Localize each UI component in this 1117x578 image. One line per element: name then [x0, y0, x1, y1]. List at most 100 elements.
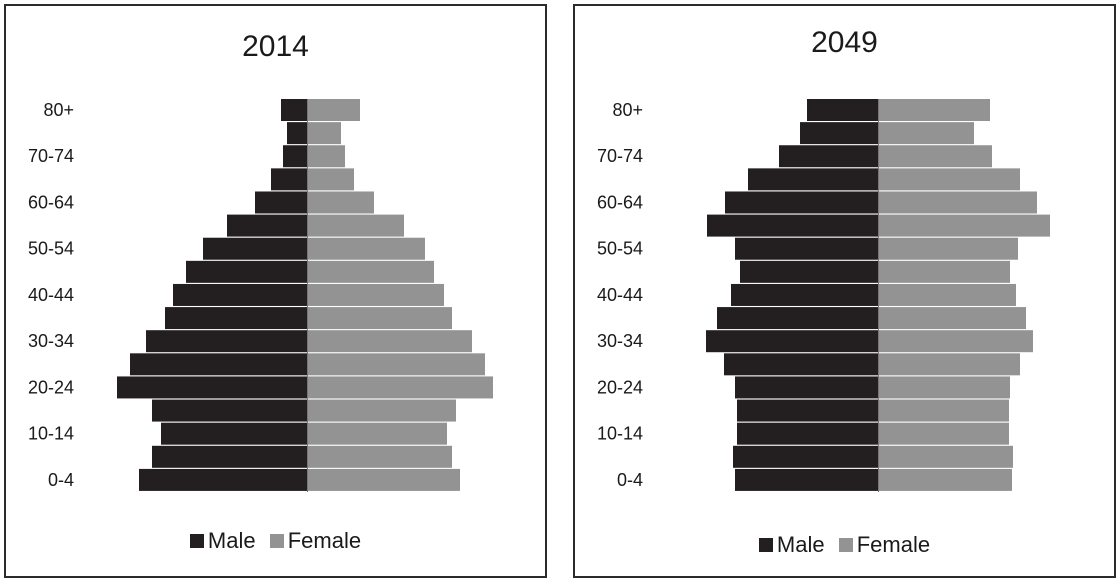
female-bar-5-9	[879, 445, 1013, 468]
female-bar-30-34	[879, 330, 1033, 353]
female-bar-0-4	[308, 468, 460, 491]
age-label-50-54: 50-54	[28, 239, 74, 259]
female-bar-65-69	[879, 168, 1020, 191]
male-bar-10-14	[737, 422, 878, 445]
male-bar-55-59	[227, 214, 307, 237]
age-label-50-54: 50-54	[597, 239, 643, 259]
age-label-40-44: 40-44	[28, 285, 74, 305]
female-bar-80+	[879, 99, 990, 121]
male-bar-80+	[807, 99, 878, 121]
male-bar-45-49	[186, 260, 307, 283]
legend-female-label: Female	[856, 532, 931, 557]
pyramid-chart-2014: 0-4 10-14 20-24 30-34 40-44 50-54 60-64 70-74 80…	[28, 99, 493, 493]
female-bar-75-79	[308, 122, 341, 145]
male-bar-15-19	[152, 399, 307, 422]
age-label-0-4: 0-4	[617, 470, 643, 490]
male-bar-70-74	[779, 145, 878, 168]
male-bar-55-59	[707, 214, 878, 237]
female-swatch	[838, 538, 853, 552]
age-label-40-44: 40-44	[597, 285, 643, 305]
chart-title-2014: 2014	[242, 30, 309, 63]
female-bar-45-49	[879, 260, 1010, 283]
age-label-70-74: 70-74	[28, 146, 74, 166]
male-bar-0-4	[735, 468, 878, 491]
age-label-20-24: 20-24	[28, 377, 74, 397]
female-bar-80+	[308, 99, 360, 121]
female-bar-50-54	[879, 237, 1018, 260]
female-swatch	[269, 534, 284, 548]
female-bar-60-64	[879, 191, 1037, 214]
male-bar-30-34	[706, 330, 878, 353]
female-bar-60-64	[308, 191, 374, 214]
male-bar-5-9	[152, 445, 307, 468]
male-bar-75-79	[800, 122, 878, 145]
male-bar-15-19	[737, 399, 878, 422]
male-bar-30-34	[146, 330, 307, 353]
female-bar-10-14	[308, 422, 447, 445]
female-bar-10-14	[879, 422, 1009, 445]
chart-title-2049: 2049	[811, 26, 878, 59]
male-bar-40-44	[731, 283, 878, 306]
female-bar-70-74	[879, 145, 992, 168]
male-swatch	[758, 538, 773, 552]
age-label-30-34: 30-34	[597, 331, 643, 351]
female-bar-35-39	[879, 307, 1026, 330]
male-bar-20-24	[117, 376, 307, 399]
male-bar-25-29	[724, 353, 878, 376]
male-bar-25-29	[130, 353, 307, 376]
female-bar-15-19	[308, 399, 456, 422]
legend-male-label: Male	[207, 528, 256, 553]
legend-female: Female	[838, 532, 931, 558]
male-bar-60-64	[725, 191, 878, 214]
male-bar-65-69	[271, 168, 307, 191]
male-bar-60-64	[255, 191, 307, 214]
legend-female: Female	[269, 528, 361, 554]
age-label-60-64: 60-64	[28, 192, 74, 212]
age-label-80+: 80+	[612, 100, 643, 120]
male-bar-75-79	[287, 122, 307, 145]
female-bar-40-44	[308, 283, 444, 306]
female-bar-20-24	[308, 376, 493, 399]
female-bar-40-44	[879, 283, 1016, 306]
legend-2049: Male Female	[575, 532, 1114, 558]
female-bar-25-29	[879, 353, 1020, 376]
male-bar-5-9	[733, 445, 878, 468]
male-bar-10-14	[161, 422, 307, 445]
male-bar-65-69	[748, 168, 878, 191]
pyramid-panel-2049: 2049 0-4 10-14 20-24 30-34 40-44 50-54 60-64 70…	[573, 4, 1116, 578]
age-label-20-24: 20-24	[597, 377, 643, 397]
age-label-0-4: 0-4	[48, 470, 74, 490]
male-bar-50-54	[203, 237, 307, 260]
age-label-80+: 80+	[43, 100, 74, 120]
age-label-60-64: 60-64	[597, 192, 643, 212]
age-label-10-14: 10-14	[28, 424, 74, 444]
female-bar-55-59	[879, 214, 1050, 237]
male-bar-40-44	[173, 283, 307, 306]
legend-2014: Male Female	[6, 528, 545, 554]
female-bar-45-49	[308, 260, 434, 283]
male-swatch	[189, 534, 204, 548]
female-bar-30-34	[308, 330, 472, 353]
male-bar-70-74	[283, 145, 307, 168]
female-bar-15-19	[879, 399, 1009, 422]
female-bar-55-59	[308, 214, 404, 237]
male-bar-45-49	[740, 260, 878, 283]
legend-male-label: Male	[776, 532, 825, 557]
female-bar-35-39	[308, 307, 452, 330]
legend-male: Male	[758, 532, 825, 558]
female-bar-25-29	[308, 353, 485, 376]
pyramid-panel-2014: 2014 0-4 10-14 20-24 30-34 40-44 50-54 60-64 70…	[4, 4, 547, 578]
female-bar-75-79	[879, 122, 974, 145]
legend-male: Male	[189, 528, 256, 554]
male-bar-35-39	[717, 307, 878, 330]
male-bar-20-24	[735, 376, 878, 399]
male-bar-50-54	[735, 237, 878, 260]
female-bar-5-9	[308, 445, 452, 468]
male-bar-0-4	[139, 468, 307, 491]
pyramid-chart-2049: 0-4 10-14 20-24 30-34 40-44 50-54 60-64 70-74 80…	[597, 99, 1050, 493]
male-bar-80+	[281, 99, 307, 121]
male-bar-35-39	[165, 307, 307, 330]
female-bar-50-54	[308, 237, 425, 260]
female-bar-65-69	[308, 168, 354, 191]
age-label-10-14: 10-14	[597, 424, 643, 444]
